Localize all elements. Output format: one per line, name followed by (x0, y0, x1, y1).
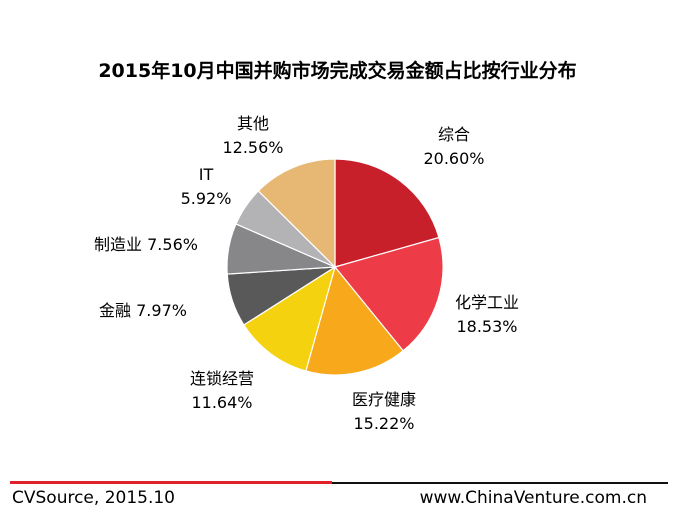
slice-value-7: 5.92% (181, 189, 232, 208)
source-note: CVSource, 2015.10 (12, 488, 175, 508)
slice-label-7: IT (199, 165, 214, 184)
slice-label-8: 其他 (237, 114, 269, 133)
pie-slice-4 (243, 265, 337, 372)
slice-label-6: 制造业 7.56% (94, 235, 198, 254)
pie-slice-1 (334, 158, 440, 268)
pie-chart: 综合 20.60% 化学工业 18.53% 医疗健康 15.22% 连锁经营 11.64% 金融… (94, 114, 519, 433)
pie-slice-2 (333, 236, 444, 352)
pie-slice-8 (257, 158, 336, 269)
footer-accent-line (10, 481, 332, 484)
slice-label-2: 化学工业 (455, 293, 519, 312)
slice-value-2: 18.53% (456, 317, 517, 336)
slice-label-1: 综合 (438, 125, 470, 144)
slice-value-1: 20.60% (423, 149, 484, 168)
chart-title: 2015年10月中国并购市场完成交易金额占比按行业分布 (98, 60, 577, 82)
slice-value-3: 15.22% (353, 414, 414, 433)
slice-value-8: 12.56% (222, 138, 283, 157)
website-link[interactable]: www.ChinaVenture.com.cn (419, 488, 647, 508)
pie-slice-3 (305, 265, 405, 376)
slice-value-4: 11.64% (191, 393, 252, 412)
slice-label-4: 连锁经营 (190, 369, 254, 388)
slice-label-3: 医疗健康 (352, 390, 416, 409)
footer-divider-line (332, 482, 668, 484)
slice-label-5: 金融 7.97% (99, 301, 187, 320)
